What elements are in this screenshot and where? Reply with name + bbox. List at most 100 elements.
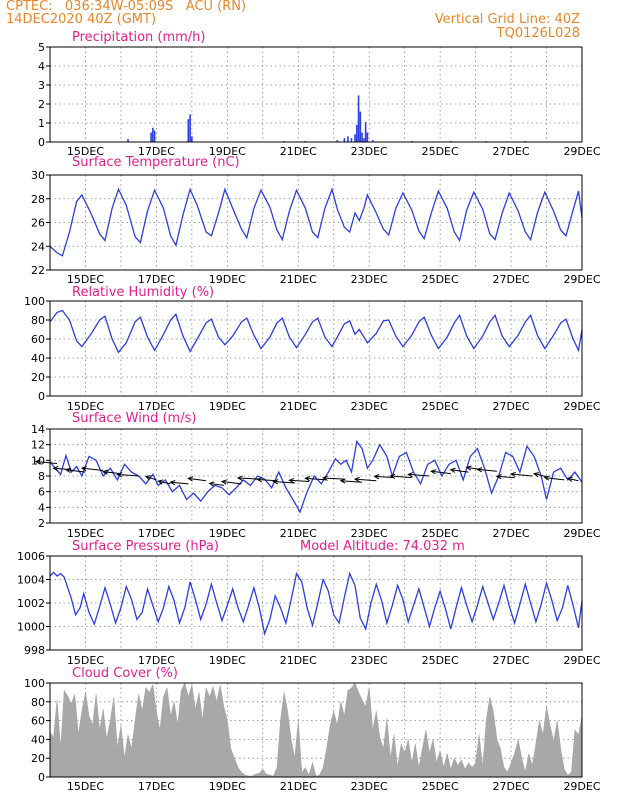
y-tick-label: 6	[38, 486, 45, 499]
x-tick-label: 25DEC	[422, 145, 459, 158]
x-tick-label: 19DEC	[209, 780, 246, 793]
x-tick-label: 21DEC	[280, 654, 317, 667]
y-tick-label: 100	[24, 295, 45, 308]
panel-title: Surface Wind (m/s)	[72, 411, 196, 426]
header-grid-line: Vertical Grid Line: 40Z	[434, 12, 580, 27]
wind-arrow	[65, 469, 86, 473]
wind-arrow-head	[64, 467, 71, 473]
x-tick-label: 29DEC	[563, 145, 600, 158]
y-tick-label: 0	[38, 136, 45, 149]
y-tick-label: 100	[24, 677, 45, 690]
wind-arrow-head	[256, 477, 263, 483]
wind-arrow-head	[304, 476, 311, 482]
y-tick-label: 0	[38, 390, 45, 403]
precip-bar	[347, 136, 349, 142]
wind-arrow	[257, 479, 278, 482]
x-tick-label: 15DEC	[67, 145, 104, 158]
y-tick-label: 20	[31, 371, 45, 384]
precip-bar	[359, 111, 362, 142]
model-altitude-label: Model Altitude: 74.032 m	[300, 539, 465, 554]
wind-arrow	[340, 480, 363, 483]
x-tick-label: 23DEC	[351, 400, 388, 413]
wind-arrow	[158, 480, 171, 485]
wind-arrow	[81, 467, 104, 472]
wind-arrow	[354, 478, 377, 482]
wind-arrow	[408, 473, 430, 477]
x-tick-label: 25DEC	[422, 654, 459, 667]
x-tick-label: 17DEC	[138, 527, 175, 540]
x-tick-label: 27DEC	[493, 273, 530, 286]
x-tick-label: 27DEC	[493, 527, 530, 540]
x-tick-label: 21DEC	[280, 400, 317, 413]
panel-1: Precipitation (mm/h) 0 1 2 3 4 5 15DEC 17DEC 19DE…	[38, 30, 601, 158]
wind-arrow	[431, 470, 451, 475]
y-tick-label: 24	[31, 240, 45, 253]
x-tick-label: 19DEC	[209, 145, 246, 158]
wind-arrow	[374, 475, 395, 479]
wind-arrow	[544, 477, 565, 481]
y-tick-label: 26	[31, 217, 45, 230]
temperature-line	[49, 187, 583, 257]
x-tick-label: 27DEC	[493, 145, 530, 158]
y-tick-label: 998	[24, 644, 45, 657]
wind-arrow-head	[321, 475, 328, 481]
precip-bar	[343, 138, 346, 142]
precip-bar	[153, 130, 156, 142]
wind-arrow-head	[220, 479, 227, 485]
y-tick-label: 60	[31, 333, 45, 346]
cloud-area	[49, 682, 583, 778]
y-tick-label: 0	[38, 771, 45, 784]
precip-bar	[361, 132, 363, 142]
x-tick-label: 27DEC	[493, 400, 530, 413]
y-tick-label: 40	[31, 352, 45, 365]
precip-bar	[357, 95, 360, 142]
wind-arrow	[477, 468, 497, 472]
wind-arrow-head	[34, 459, 41, 465]
x-tick-label: 29DEC	[563, 273, 600, 286]
wind-arrow-head	[430, 469, 437, 475]
x-tick-label: 29DEC	[563, 654, 600, 667]
y-tick-label: 8	[38, 470, 45, 483]
wind-arrow-head	[236, 475, 243, 481]
panel-frame	[49, 682, 583, 778]
wind-arrow	[450, 469, 469, 473]
wind-arrow-head	[80, 466, 87, 472]
x-tick-label: 23DEC	[351, 145, 388, 158]
wind-arrow-head	[566, 476, 573, 482]
precip-bar	[127, 139, 129, 142]
y-tick-label: 1004	[17, 574, 45, 587]
y-tick-label: 12	[31, 439, 45, 452]
x-tick-label: 29DEC	[563, 400, 600, 413]
y-tick-label: 3	[38, 79, 45, 92]
x-tick-label: 21DEC	[280, 145, 317, 158]
panel-6: Cloud Cover (%) 0 20 40 60 80 100 15DEC 17DEC 19D…	[24, 666, 601, 793]
y-tick-label: 1	[38, 117, 45, 130]
wind-line	[49, 439, 583, 514]
x-tick-label: 21DEC	[280, 527, 317, 540]
x-tick-label: 23DEC	[351, 273, 388, 286]
x-tick-label: 15DEC	[67, 400, 104, 413]
wind-arrow	[188, 477, 207, 482]
wind-arrow-head	[543, 475, 550, 481]
x-tick-label: 17DEC	[138, 780, 175, 793]
precip-bar	[355, 124, 358, 142]
y-tick-label: 22	[31, 264, 45, 277]
y-tick-label: 14	[31, 423, 45, 436]
panel-frame	[49, 174, 583, 271]
panel-5: Surface Pressure (hPa) Model Altitude: 74…	[17, 539, 601, 667]
wind-arrow	[117, 473, 139, 477]
x-tick-label: 15DEC	[67, 780, 104, 793]
x-tick-label: 23DEC	[351, 654, 388, 667]
x-tick-label: 25DEC	[422, 273, 459, 286]
pressure-line	[49, 571, 583, 636]
x-tick-label: 17DEC	[138, 273, 175, 286]
wind-arrow	[103, 471, 121, 475]
wind-arrow	[567, 477, 579, 482]
y-tick-label: 1000	[17, 621, 45, 634]
y-tick-label: 4	[38, 60, 45, 73]
wind-arrow-head	[509, 471, 516, 478]
panel-title: Surface Temperature (nC)	[72, 155, 240, 170]
wind-arrow	[511, 473, 533, 477]
wind-arrow-head	[449, 467, 456, 473]
